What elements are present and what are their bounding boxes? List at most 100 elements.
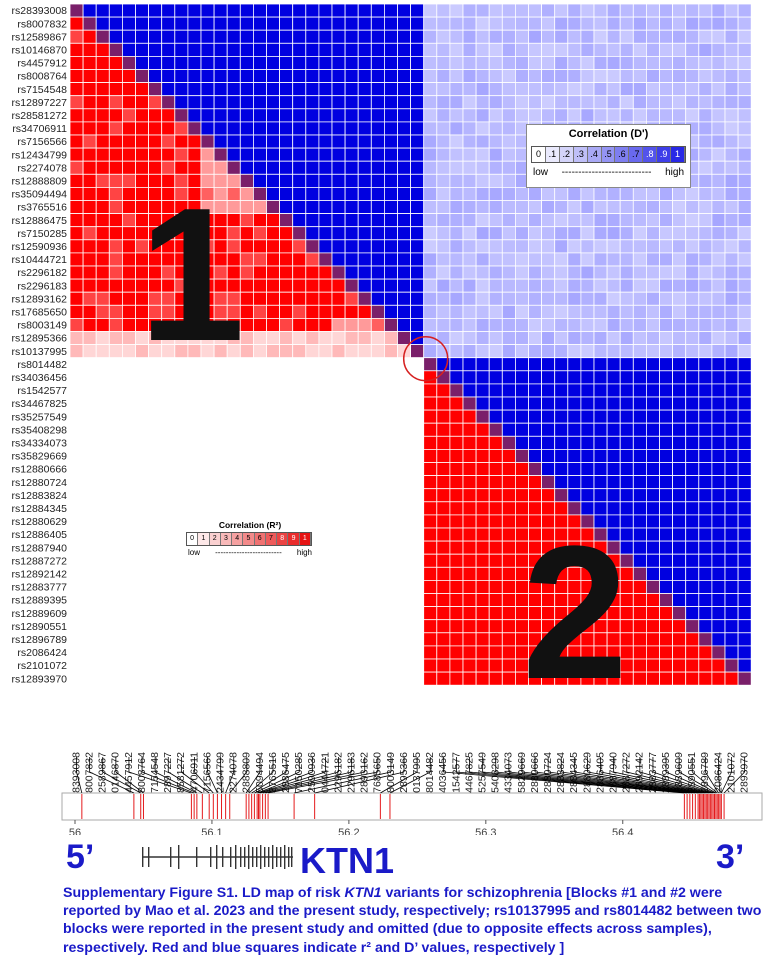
- ld-cell: [344, 671, 359, 686]
- link-line: [194, 771, 214, 794]
- ld-cell: [305, 619, 320, 634]
- ld-cell: [423, 121, 438, 136]
- ld-cell: [462, 645, 477, 660]
- row-label: rs12880724: [12, 477, 68, 489]
- ld-cell: [69, 462, 84, 477]
- ld-cell: [82, 488, 97, 503]
- ld-cell: [659, 108, 674, 123]
- ld-cell: [187, 29, 202, 44]
- ld-cell: [239, 69, 254, 84]
- ld-cell: [292, 265, 307, 280]
- ld-cell: [580, 3, 595, 18]
- ld-cell: [161, 619, 176, 634]
- ld-cell: [501, 278, 516, 293]
- ld-cell: [659, 186, 674, 201]
- ld-cell: [410, 226, 425, 241]
- ld-cell: [305, 213, 320, 228]
- ld-cell: [357, 82, 372, 97]
- ld-cell: [397, 186, 412, 201]
- ld-cell: [528, 488, 543, 503]
- ld-cell: [423, 553, 438, 568]
- ld-cell: [685, 29, 700, 44]
- ld-cell: [567, 357, 582, 372]
- ld-cell: [357, 239, 372, 254]
- ld-cell: [462, 147, 477, 162]
- ld-cell: [292, 160, 307, 175]
- ld-cell: [357, 42, 372, 57]
- ld-cell: [449, 475, 464, 490]
- ld-cell: [659, 501, 674, 516]
- ld-cell: [108, 278, 123, 293]
- ld-cell: [659, 95, 674, 110]
- ld-cell: [318, 304, 333, 319]
- ld-cell: [252, 580, 267, 594]
- ld-cell: [95, 3, 110, 18]
- ld-cell: [606, 56, 621, 70]
- link-line: [587, 771, 707, 794]
- ld-cell: [370, 95, 385, 110]
- ld-cell: [226, 42, 241, 57]
- row-label: rs12892142: [12, 569, 68, 581]
- ld-cell: [397, 147, 412, 162]
- row-label: rs12889609: [12, 608, 68, 620]
- link-line: [168, 771, 203, 794]
- ld-cell: [82, 527, 97, 542]
- ld-cell: [148, 514, 163, 529]
- ld-cell: [305, 645, 320, 660]
- ld-cell: [475, 671, 490, 686]
- ld-cell: [135, 645, 150, 660]
- ld-cell: [200, 29, 215, 44]
- ld-cell: [632, 239, 647, 254]
- ld-cell: [672, 213, 687, 228]
- ld-cell: [305, 448, 320, 463]
- ld-cell: [213, 645, 228, 660]
- ld-cell: [174, 56, 189, 70]
- ld-cell: [488, 475, 503, 490]
- ld-cell: [475, 3, 490, 18]
- ld-cell: [213, 632, 228, 647]
- ld-cell: [672, 645, 687, 660]
- ld-cell: [95, 580, 110, 594]
- ld-cell: [226, 501, 241, 516]
- ld-cell: [501, 448, 516, 463]
- ld-cell: [108, 527, 123, 542]
- ld-cell: [213, 42, 228, 57]
- ld-cell: [344, 239, 359, 254]
- ld-cell: [383, 396, 398, 411]
- ld-cell: [383, 252, 398, 267]
- link-line: [265, 771, 365, 794]
- ld-cell: [541, 475, 556, 490]
- ld-cell: [292, 658, 307, 673]
- ld-cell: [423, 56, 438, 70]
- ld-cell: [659, 580, 674, 594]
- ld-cell: [632, 291, 647, 306]
- ld-cell: [685, 69, 700, 84]
- ld-cell: [606, 108, 621, 123]
- ld-cell: [239, 448, 254, 463]
- ld-cell: [410, 501, 425, 516]
- ld-cell: [135, 409, 150, 424]
- ld-cell: [515, 213, 529, 228]
- ld-cell: [515, 304, 529, 319]
- ld-cell: [606, 278, 621, 293]
- ld-cell: [737, 606, 752, 621]
- ld-cell: [488, 29, 503, 44]
- ld-cell: [619, 3, 634, 18]
- row-label: rs12889395: [12, 595, 68, 607]
- ld-cell: [724, 488, 739, 503]
- ld-cell: [436, 226, 451, 241]
- ld-cell: [383, 580, 398, 594]
- ld-cell: [436, 252, 451, 267]
- ld-cell: [161, 514, 176, 529]
- ld-cell: [69, 69, 84, 84]
- ld-cell: [252, 370, 267, 385]
- ld-cell: [698, 252, 713, 267]
- ld-cell: [606, 304, 621, 319]
- ld-cell: [239, 566, 254, 581]
- ld-cell: [672, 422, 687, 437]
- ld-cell: [397, 383, 412, 398]
- ld-cell: [659, 304, 674, 319]
- ld-cell: [528, 226, 543, 241]
- ld-cell: [672, 357, 687, 372]
- ld-cell: [724, 435, 739, 450]
